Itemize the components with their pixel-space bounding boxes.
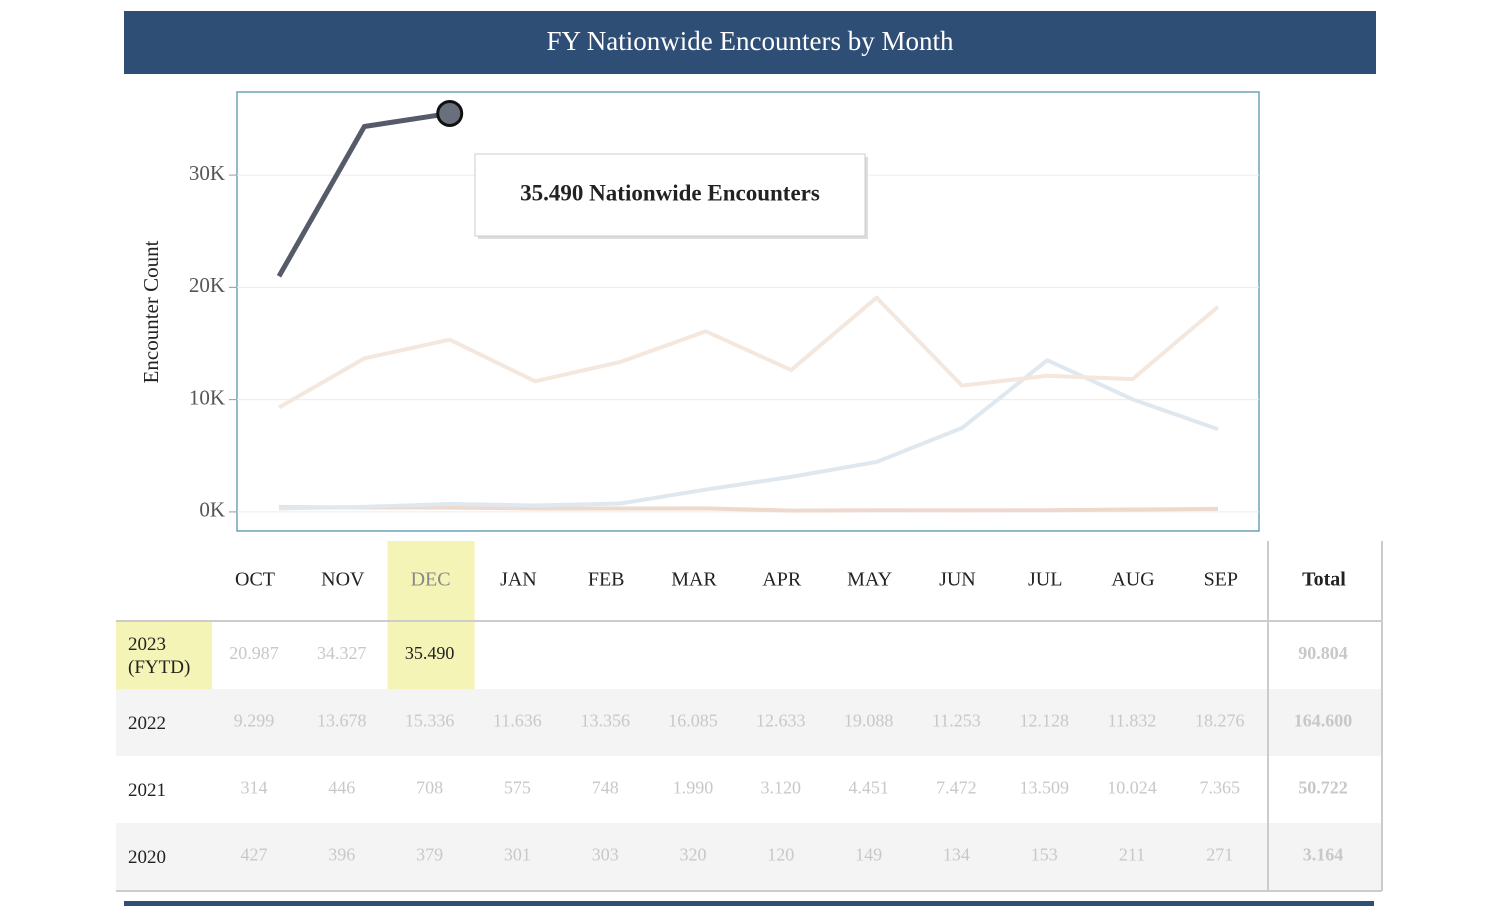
cell-total: 3.164 xyxy=(1303,845,1344,865)
row-label-box: 2022 xyxy=(128,713,166,734)
cell-value: 446 xyxy=(328,778,355,798)
cell-value: 575 xyxy=(504,778,531,798)
cell-value: 11.253 xyxy=(932,711,981,731)
cell-value: 13.356 xyxy=(580,711,630,731)
cell-value: 34.327 xyxy=(317,643,367,663)
cell-value: 153 xyxy=(1031,845,1058,865)
row-label: 2020 xyxy=(128,847,166,868)
cell-value: 35.490 xyxy=(405,643,455,663)
row-label-box: 2023 (FYTD) xyxy=(128,634,191,678)
column-header: NOV xyxy=(321,569,365,591)
column-header: JUN xyxy=(939,569,976,591)
series-line xyxy=(278,358,1219,511)
cell-value: 427 xyxy=(241,845,268,865)
column-header: APR xyxy=(762,569,802,591)
header-bar xyxy=(124,11,1376,74)
column-header: MAY xyxy=(847,569,892,591)
row-label-box: 2020 xyxy=(128,847,166,868)
cell-value: 301 xyxy=(504,845,531,865)
cell-value: 19.088 xyxy=(844,711,894,731)
y-tick-label: 30K xyxy=(189,161,225,185)
highlight-point xyxy=(436,99,464,127)
row-label-box: 2021 xyxy=(128,780,166,801)
cell-total: 50.722 xyxy=(1298,778,1348,798)
annotation: 35.490 Nationwide Encounters xyxy=(520,180,820,205)
cell-value: 7.472 xyxy=(936,778,977,798)
cell-total: 90.804 xyxy=(1298,643,1348,663)
cell-value: 11.832 xyxy=(1108,711,1157,731)
y-tick-label: 10K xyxy=(189,385,225,409)
cell-value: 13.509 xyxy=(1019,778,1069,798)
cell-total: 164.600 xyxy=(1294,711,1353,731)
cell-value: 748 xyxy=(592,778,619,798)
cell-value: 12.633 xyxy=(756,711,806,731)
cell-value: 271 xyxy=(1206,845,1233,865)
y-axis-label: Encounter Count xyxy=(139,240,163,383)
row-label: 2021 xyxy=(128,780,166,801)
cell-value: 16.085 xyxy=(668,711,718,731)
series-line xyxy=(276,110,451,278)
row-label: 2022 xyxy=(128,713,166,734)
cell-value: 314 xyxy=(241,778,268,798)
cell-value: 12.128 xyxy=(1019,711,1069,731)
column-header: SEP xyxy=(1204,569,1238,591)
column-header: MAR xyxy=(671,569,717,591)
y-tick-label: 20K xyxy=(189,273,225,297)
cell-value: 10.024 xyxy=(1107,778,1157,798)
annotation-box xyxy=(474,153,866,237)
series-line xyxy=(278,295,1220,410)
cell-value: 303 xyxy=(592,845,619,865)
row-label: 2023 (FYTD) xyxy=(128,634,191,678)
cell-value: 708 xyxy=(416,778,443,798)
cell-value: 3.120 xyxy=(761,778,802,798)
cell-value: 4.451 xyxy=(848,778,889,798)
cell-value: 9.299 xyxy=(234,711,275,731)
cell-value: 211 xyxy=(1119,845,1145,865)
column-header: JAN xyxy=(500,569,537,591)
column-header: DEC xyxy=(411,569,451,591)
cell-value: 320 xyxy=(680,845,707,865)
row-bg xyxy=(116,823,1382,890)
cell-value: 1.990 xyxy=(673,778,714,798)
cell-value: 13.678 xyxy=(317,711,367,731)
y-tick-label: 0K xyxy=(199,498,225,522)
cell-value: 134 xyxy=(943,845,970,865)
column-header: JUL xyxy=(1028,569,1062,591)
cell-value: 396 xyxy=(328,845,355,865)
column-header: FEB xyxy=(588,569,625,591)
plot-area xyxy=(236,91,1260,532)
cell-value: 15.336 xyxy=(405,711,455,731)
column-header: Total xyxy=(1302,569,1346,591)
column-header: OCT xyxy=(235,569,275,591)
series-line xyxy=(278,505,1219,513)
cell-value: 18.276 xyxy=(1195,711,1245,731)
cell-value: 20.987 xyxy=(229,643,279,663)
cell-value: 120 xyxy=(767,845,794,865)
highlight-cell xyxy=(387,621,475,689)
row-bg xyxy=(116,689,1382,756)
cell-value: 7.365 xyxy=(1200,778,1241,798)
chart-title: FY Nationwide Encounters by Month xyxy=(547,26,954,56)
footer-bar xyxy=(124,901,1374,906)
column-header: AUG xyxy=(1111,569,1154,591)
highlight-header xyxy=(387,541,475,621)
cell-value: 11.636 xyxy=(493,711,542,731)
cell-value: 149 xyxy=(855,845,882,865)
cell-value: 379 xyxy=(416,845,443,865)
highlight-row-label xyxy=(116,621,212,689)
